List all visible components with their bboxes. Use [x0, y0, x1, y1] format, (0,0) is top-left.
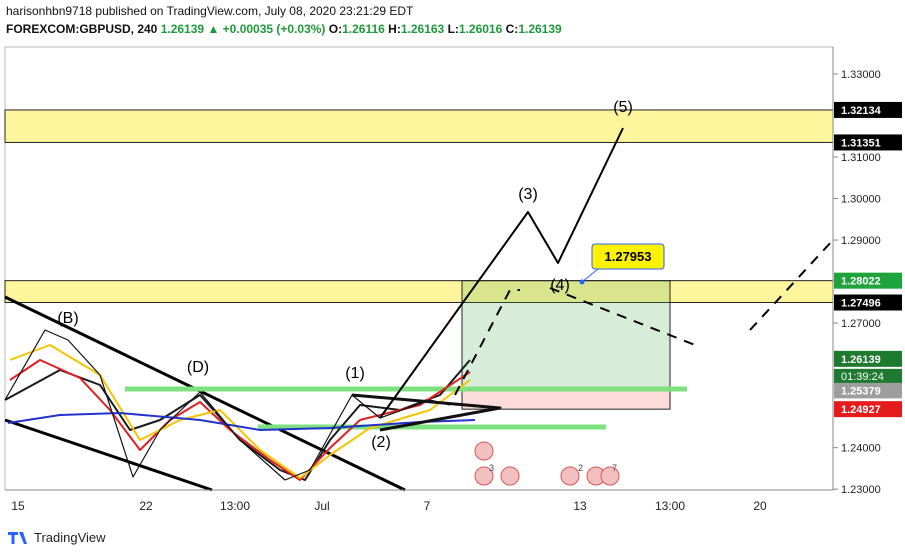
callout-dot	[579, 279, 585, 285]
time-label: Jul	[314, 499, 329, 513]
last: 1.26139	[160, 22, 205, 36]
o-label: O:	[328, 22, 343, 36]
l: 1.26016	[458, 22, 503, 36]
l-label: L:	[447, 22, 459, 36]
time-label: 22	[139, 499, 153, 513]
impulse	[379, 127, 624, 419]
symbol: FOREXCOM:GBPUSD, 240	[6, 22, 158, 36]
callout-text: 1.27953	[605, 249, 652, 264]
wave-label: (1)	[345, 365, 365, 382]
events: 3 2 7	[474, 441, 620, 486]
wave-labels: (B) (D) (1) (2) (3) (4) (5)	[57, 99, 632, 451]
channel-line	[4, 418, 213, 492]
price-tag	[834, 134, 902, 151]
wave-label: (D)	[187, 359, 209, 376]
event-icon	[500, 466, 520, 486]
wave-label: (4)	[550, 277, 570, 294]
wave-label: (3)	[518, 186, 538, 203]
event-icon	[560, 466, 580, 486]
quote-line: FOREXCOM:GBPUSD, 240 1.26139 ▲ +0.00035 …	[6, 22, 562, 36]
wave-label: (5)	[613, 99, 633, 116]
price-tag-label: 1.32134	[841, 105, 882, 117]
price-tag	[834, 272, 902, 289]
logo-mark	[8, 532, 27, 544]
price	[4, 359, 471, 481]
price-label: 1.30000	[841, 194, 881, 206]
price-tag	[834, 350, 902, 367]
arrow: ▲	[207, 22, 220, 36]
price-label: 1.29000	[841, 235, 881, 247]
price-tag-label: 1.25379	[841, 385, 881, 397]
o: 1.26116	[342, 22, 385, 36]
footer-brand: TradingView	[34, 530, 106, 545]
time-label: 20	[753, 499, 767, 513]
price-tag-label: 1.27496	[841, 298, 881, 310]
countdown: 01:39:24	[841, 371, 884, 383]
price-tag-label: 1.26139	[841, 354, 881, 366]
projection	[749, 239, 834, 331]
price-label: 1.24000	[841, 443, 881, 455]
price-tag	[834, 382, 902, 399]
time-label: 15	[11, 499, 25, 513]
price-tag-label: 1.31351	[841, 137, 881, 149]
callout-box	[591, 243, 665, 270]
projection	[454, 289, 520, 396]
price-tag-label: 1.28022	[841, 276, 881, 288]
projection	[549, 287, 696, 346]
ema-fast	[9, 359, 471, 481]
zone	[4, 109, 834, 143]
price-label: 1.27000	[841, 318, 881, 330]
event-count: 2	[578, 463, 583, 473]
countdown-bg	[834, 368, 902, 383]
time-label: 13:00	[655, 499, 685, 513]
time-label: 7	[424, 499, 431, 513]
price-tag	[834, 401, 902, 418]
price-tag	[834, 101, 902, 118]
callout-pointer	[581, 268, 599, 283]
event-count: 7	[612, 463, 617, 473]
channel-line	[4, 295, 406, 492]
time-label: 13:00	[220, 499, 250, 513]
price-label: 1.23000	[841, 484, 881, 496]
c: 1.26139	[518, 22, 562, 36]
wave-label: (2)	[371, 434, 391, 451]
event-icon	[474, 441, 494, 461]
price-label: 1.31000	[841, 152, 881, 164]
price-tag-label: 1.24927	[841, 404, 881, 416]
event-icon	[474, 466, 494, 486]
event-count: 3	[489, 463, 494, 473]
time-label: 13	[573, 499, 587, 513]
price-label: 1.33000	[841, 69, 881, 81]
drawings	[4, 127, 834, 492]
h-label: H:	[388, 22, 401, 36]
wave-label: (B)	[57, 310, 78, 327]
event-icon	[600, 466, 620, 486]
change: +0.00035 (+0.03%)	[222, 22, 326, 36]
zone	[461, 280, 671, 391]
triangle	[351, 393, 502, 432]
c-label: C:	[505, 22, 519, 36]
ema-slow	[7, 412, 476, 431]
h: 1.26163	[400, 22, 445, 36]
zone	[4, 280, 834, 304]
wave-path	[4, 329, 451, 481]
price-tag	[834, 294, 902, 311]
publish-line: harisonhbn9718 published on TradingView.…	[6, 4, 414, 18]
